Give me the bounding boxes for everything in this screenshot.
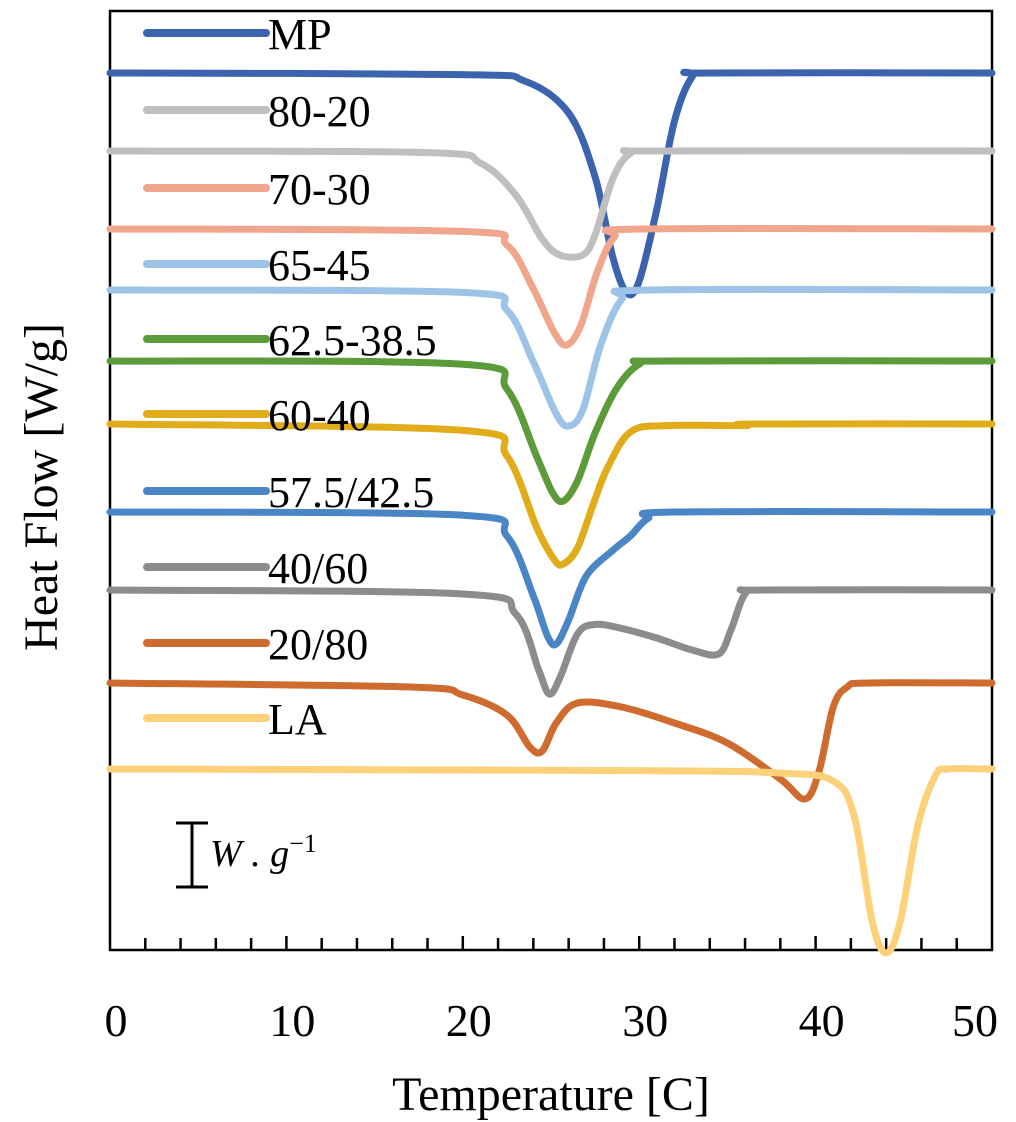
legend-label: 70-30 (268, 165, 371, 214)
legend-entry: 57.5/42.5 (143, 468, 434, 517)
x-tick-label: 50 (952, 995, 998, 1046)
x-tick-label: 30 (622, 995, 668, 1046)
legend-entry: 20/80 (143, 620, 368, 669)
plot-area-frame (108, 9, 994, 952)
x-tick-label: 20 (446, 995, 492, 1046)
x-tick-label: 40 (799, 995, 845, 1046)
legend-label: 65-45 (268, 241, 371, 290)
scale-bar: W . g−1 (176, 821, 317, 889)
legend-entry: 62.5-38.5 (143, 316, 437, 365)
series-line-LA (106, 765, 996, 957)
y-axis-label: Heat Flow [W/g] (15, 323, 68, 651)
legend-label: 57.5/42.5 (268, 468, 434, 517)
legend-label: MP (268, 10, 332, 59)
scale-bar-exponent: −1 (289, 829, 317, 858)
scale-bar-label: W . g−1 (210, 829, 317, 875)
scale-bar-separator: . (242, 833, 271, 875)
legend-entry: 80-20 (143, 87, 371, 136)
legend-label: 80-20 (268, 87, 371, 136)
legend-entry: 60-40 (143, 391, 371, 440)
legend-label: LA (268, 695, 327, 744)
series-lines (106, 68, 996, 957)
legend-entry: MP (143, 10, 332, 59)
series-line-40-60 (106, 586, 996, 698)
series-line-80-20 (106, 147, 996, 261)
scale-bar-unit: W (210, 833, 245, 875)
legend-entry: 65-45 (143, 241, 371, 290)
x-tick-labels: 0 10 20 30 40 50 (105, 995, 999, 1046)
series-line-60-40 (106, 420, 996, 569)
x-axis-label: Temperature [C] (392, 1068, 710, 1121)
x-tick-label: 10 (269, 995, 315, 1046)
legend-label: 60-40 (268, 391, 371, 440)
x-tick-label: 0 (105, 995, 128, 1046)
x-minor-ticks (144, 936, 958, 950)
series-line-57-5-42-5 (106, 508, 996, 649)
series-line-62-5-38-5 (106, 357, 996, 506)
series-line-20-80 (106, 679, 996, 803)
scale-bar-g: g (270, 833, 289, 875)
legend-entry: 40/60 (143, 544, 368, 593)
legend: MP 80-20 70-30 65-45 62.5-38.5 60-40 57.5/42.5… (143, 10, 437, 744)
legend-entry: LA (143, 695, 327, 744)
legend-label: 62.5-38.5 (268, 316, 437, 365)
legend-entry: 70-30 (143, 165, 371, 214)
series-line-70-30 (106, 224, 996, 349)
series-line-65-45 (106, 285, 996, 430)
legend-label: 20/80 (268, 620, 368, 669)
legend-label: 40/60 (268, 544, 368, 593)
